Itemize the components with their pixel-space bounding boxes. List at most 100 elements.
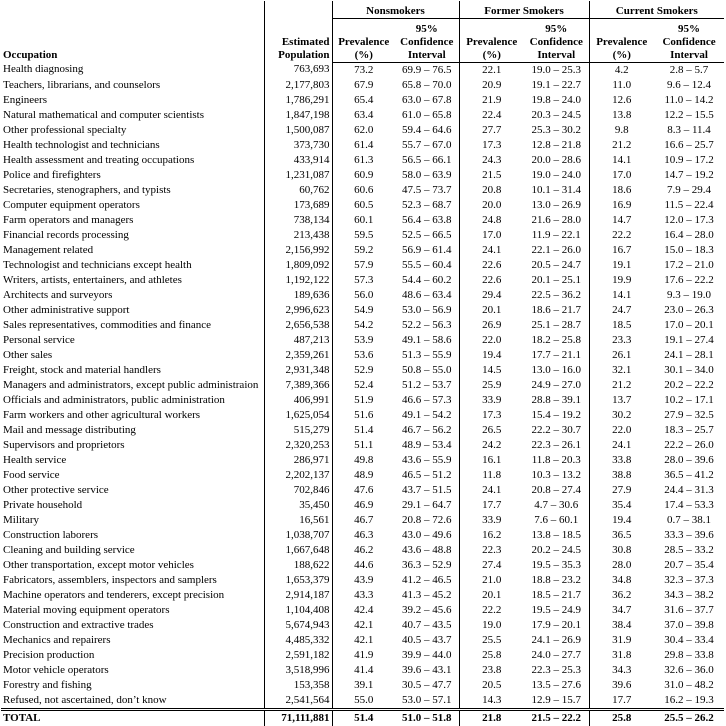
table-cell: 13.0 – 26.9 <box>531 198 582 211</box>
table-cell: 702,846 <box>263 482 332 498</box>
table-cell: 10.2 – 17.1 <box>664 393 714 406</box>
table-cell: 7.9 – 29.4 <box>667 183 712 196</box>
table-cell: 14.1 <box>588 152 655 168</box>
table-cell: 60.9 <box>331 167 395 183</box>
table-cell: 51.4 <box>331 422 395 438</box>
table-cell: 19.5 – 24.9 <box>531 603 582 616</box>
table-cell: 17.9 – 20.1 <box>531 618 582 631</box>
table-cell: 22.0 <box>588 422 655 438</box>
table-cell: 17.7 <box>458 497 525 513</box>
table-cell: 20.1 <box>458 587 525 603</box>
total-row: TOTAL 71,111,881 51.4 51.0 – 51.8 21.8 21.5 –… <box>1 707 725 726</box>
table-cell: Private household <box>3 498 83 511</box>
table-cell: 487,213 <box>263 332 332 348</box>
table-cell: Health service <box>3 453 67 466</box>
table-cell: 213,438 <box>263 227 332 243</box>
table-cell: 16.1 <box>458 452 525 468</box>
table-cell: 55.5 – 60.4 <box>402 258 452 271</box>
table-cell: Refused, not ascertained, don’t know <box>3 693 167 706</box>
table-cell: 38.4 <box>588 617 655 633</box>
table-cell: Other transportation, except motor vehic… <box>3 558 194 571</box>
table-cell: 2,320,253 <box>263 437 332 453</box>
table-cell: 17.2 – 21.0 <box>664 258 714 271</box>
table-cell: 19.0 – 24.0 <box>531 168 582 181</box>
table-cell: 18.3 – 25.7 <box>664 423 714 436</box>
table-cell: 20.0 – 28.6 <box>531 153 582 166</box>
table-cell: 46.7 <box>331 512 395 528</box>
table-cell: 34.8 <box>588 572 655 588</box>
table-row: Writers, artists, entertainers, and athl… <box>1 272 724 288</box>
table-cell: 52.2 – 56.3 <box>402 318 452 331</box>
table-cell: 21.9 <box>458 92 525 108</box>
group-header: Current Smokers <box>588 1 725 19</box>
header-cell: Estimated Population <box>263 1 332 62</box>
table-cell: 22.3 – 25.3 <box>531 663 582 676</box>
header-cell: Occupation <box>3 49 58 61</box>
table-cell: 35.4 <box>588 497 655 513</box>
table-cell: 60.6 <box>331 182 395 198</box>
table-cell: 406,991 <box>263 392 332 408</box>
table-cell: Farm operators and managers <box>3 213 134 226</box>
table-row: Management related 2,156,992 59.2 56.9 – 61… <box>1 242 724 258</box>
table-cell: 11.5 – 22.4 <box>664 198 714 211</box>
table-cell: 31.6 – 37.7 <box>664 603 714 616</box>
table-row: Machine operators and tenderers, except … <box>1 587 724 603</box>
table-cell: 46.7 – 56.2 <box>402 423 452 436</box>
table-cell: 44.6 <box>331 557 395 573</box>
table-cell: Managers and administrators, except publ… <box>3 378 259 391</box>
table-cell: 53.9 <box>331 332 395 348</box>
table-cell: 24.0 – 27.7 <box>531 648 582 661</box>
table-cell: 38.8 <box>588 467 655 483</box>
table-row: Refused, not ascertained, don’t know 2,54… <box>1 692 724 709</box>
table-cell: 47.6 <box>331 482 395 498</box>
table-cell: 23.3 <box>588 332 655 348</box>
table-cell: Other sales <box>3 348 53 361</box>
table-cell: 11.9 – 22.1 <box>531 228 581 241</box>
table-row: Financial records processing 213,438 59.5 5… <box>1 227 724 243</box>
table-row: Personal service 487,213 53.9 49.1 – 58.6 22… <box>1 332 724 348</box>
table-cell: 9.8 <box>588 122 655 138</box>
table-cell: 22.3 <box>458 542 525 558</box>
table-cell: 49.1 – 58.6 <box>402 333 452 346</box>
table-cell: 17.0 <box>588 167 655 183</box>
table-row: Other transportation, except motor vehic… <box>1 557 724 573</box>
table-cell: 25.8 <box>458 647 525 663</box>
table-cell: 16.4 – 28.0 <box>664 228 714 241</box>
table-cell: 29.4 <box>458 287 525 303</box>
table-cell: 20.5 – 24.7 <box>531 258 582 271</box>
table-cell: 30.4 – 33.4 <box>664 633 714 646</box>
table-cell: Cleaning and building service <box>3 543 135 556</box>
table-cell: 57.3 <box>331 272 395 288</box>
table-row: Teachers, librarians, and counselors 2,17… <box>1 77 724 93</box>
table-row: Health technologist and technicians 373,7… <box>1 137 724 153</box>
table-cell: 20.8 <box>458 182 525 198</box>
table-row: Material moving equipment operators 1,104… <box>1 602 724 618</box>
table-row: Mechanics and repairers 4,485,332 42.1 40.5… <box>1 632 724 648</box>
table-cell: 27.7 <box>458 122 525 138</box>
table-cell: Officials and administrators, public adm… <box>3 393 225 406</box>
table-cell: Construction and extractive trades <box>3 618 154 631</box>
table-row: Officials and administrators, public adm… <box>1 392 724 408</box>
table-cell: 39.2 – 45.6 <box>402 603 452 616</box>
table-cell: 24.1 – 28.1 <box>664 348 714 361</box>
table-cell: 65.4 <box>331 92 395 108</box>
table-cell: 26.5 <box>458 422 525 438</box>
subheader-cell: 95% Confidence Interval <box>524 18 590 63</box>
table-cell: Technologist and technicians except heal… <box>3 258 192 271</box>
table-cell: 2,359,261 <box>263 347 332 363</box>
subheader-cell: Prevalence (%) <box>588 18 655 63</box>
table-cell: 24.3 <box>458 152 525 168</box>
table-cell: 56.5 – 66.1 <box>402 153 452 166</box>
table-cell: 59.5 <box>331 227 395 243</box>
group-header: Former Smokers <box>458 1 590 19</box>
table-cell: 31.8 <box>588 647 655 663</box>
table-cell: 42.1 <box>331 617 395 633</box>
table-cell: 19.9 <box>588 272 655 288</box>
table-cell: 2,996,623 <box>263 302 332 318</box>
table-cell: 32.1 <box>588 362 655 378</box>
table-cell: 10.3 – 13.2 <box>531 468 582 481</box>
table-cell: 22.2 <box>458 602 525 618</box>
table-row: Mail and message distributing 515,279 51.4… <box>1 422 724 438</box>
table-cell: 26.1 <box>588 347 655 363</box>
